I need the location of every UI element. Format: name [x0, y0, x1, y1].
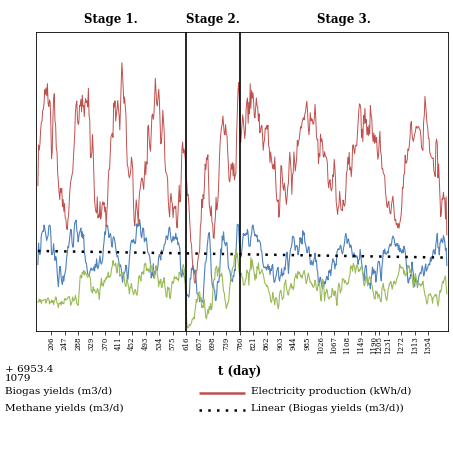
Text: Stage 1.: Stage 1.	[84, 13, 138, 26]
Text: Electricity production (kWh/d): Electricity production (kWh/d)	[251, 387, 412, 396]
Text: + 6953.4: + 6953.4	[5, 365, 53, 374]
Text: t (day): t (day)	[218, 365, 262, 378]
Text: 1079: 1079	[5, 374, 31, 383]
Text: Biogas yields (m3/d): Biogas yields (m3/d)	[5, 387, 111, 396]
Text: Stage 3.: Stage 3.	[317, 13, 371, 26]
Text: Linear (Biogas yields (m3/d)): Linear (Biogas yields (m3/d))	[251, 404, 404, 413]
Text: Methane yields (m3/d): Methane yields (m3/d)	[5, 404, 123, 413]
Text: Stage 2.: Stage 2.	[186, 13, 240, 26]
